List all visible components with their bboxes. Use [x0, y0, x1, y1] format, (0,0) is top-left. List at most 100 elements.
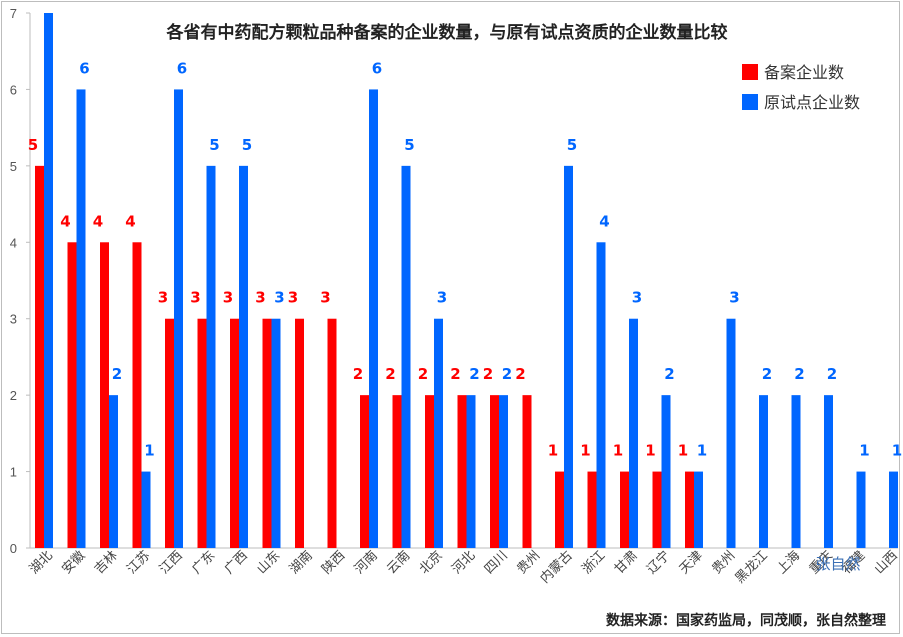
data-label-pilot: 2	[762, 365, 772, 383]
bar-registered	[555, 471, 564, 548]
y-tick-label: 3	[10, 312, 17, 327]
bar-pilot	[109, 395, 118, 548]
x-category-label: 江西	[157, 548, 186, 577]
x-category-label: 陕西	[319, 548, 348, 577]
bar-registered	[490, 395, 499, 548]
bar-pilot	[434, 318, 443, 548]
data-label-registered: 2	[450, 365, 460, 383]
data-label-registered: 1	[580, 442, 590, 460]
x-category-label: 广西	[222, 548, 251, 577]
bar-pilot	[889, 471, 898, 548]
bar-registered	[35, 165, 44, 548]
x-category-label: 上海	[774, 548, 803, 577]
data-label-pilot: 3	[437, 289, 447, 307]
data-label-pilot: 2	[664, 365, 674, 383]
bar-pilot	[596, 242, 606, 549]
bar-pilot	[174, 89, 183, 548]
bar-pilot	[791, 395, 801, 548]
data-label-pilot: 5	[209, 136, 219, 154]
value-labels: 5746424136353533332625232222215141312113…	[28, 0, 902, 460]
bar-pilot	[466, 395, 476, 548]
data-label-registered: 1	[678, 442, 688, 460]
y-tick-label: 7	[10, 6, 17, 21]
x-category-label: 河南	[351, 548, 381, 578]
x-category-label: 天津	[677, 548, 706, 577]
data-label-registered: 1	[613, 442, 623, 460]
bar-registered	[620, 471, 629, 548]
x-category-label: 四川	[482, 548, 511, 577]
y-axis-ticks: 0 1 2 3 4 5 6 7	[10, 6, 30, 556]
bar-pilot	[856, 471, 866, 548]
bar-pilot	[759, 395, 768, 548]
data-label-registered: 1	[645, 442, 655, 460]
bar-pilot	[239, 165, 248, 548]
x-category-label: 广东	[189, 548, 218, 577]
data-label-pilot: 3	[729, 289, 739, 307]
data-label-pilot: 1	[892, 442, 902, 460]
bar-registered	[360, 395, 369, 548]
bar-registered	[197, 318, 207, 548]
legend: 备案企业数 原试点企业数	[742, 63, 860, 112]
x-category-label: 安徽	[59, 548, 88, 577]
bar-pilot	[726, 318, 736, 548]
x-category-label: 内蒙古	[537, 548, 576, 587]
x-category-label: 黑龙江	[733, 548, 771, 586]
bar-registered	[295, 318, 304, 548]
x-category-label: 云南	[384, 548, 414, 578]
bars	[35, 13, 898, 549]
bar-registered	[67, 242, 77, 549]
data-label-pilot: 2	[827, 365, 837, 383]
chart-title: 各省有中药配方颗粒品种备案的企业数量，与原有试点资质的企业数量比较	[166, 22, 728, 43]
bar-pilot	[141, 471, 151, 548]
data-label-registered: 4	[60, 212, 70, 230]
bar-pilot	[661, 395, 671, 548]
data-label-registered: 2	[483, 365, 493, 383]
data-label-pilot: 7	[47, 0, 57, 1]
data-label-pilot: 1	[144, 442, 154, 460]
x-category-label: 北京	[417, 548, 446, 577]
data-label-registered: 3	[158, 289, 168, 307]
data-label-pilot: 6	[372, 59, 382, 77]
data-label-registered: 3	[223, 289, 233, 307]
data-label-registered: 2	[515, 365, 525, 383]
data-label-registered: 4	[125, 212, 135, 230]
bar-registered	[392, 395, 402, 548]
data-label-pilot: 5	[404, 136, 414, 154]
data-label-registered: 3	[190, 289, 200, 307]
y-tick-label: 6	[10, 82, 17, 97]
bar-registered	[165, 318, 174, 548]
data-label-registered: 4	[93, 212, 103, 230]
bar-pilot	[76, 89, 86, 548]
bar-pilot	[206, 165, 216, 548]
data-label-registered: 3	[288, 289, 298, 307]
bar-pilot	[824, 395, 833, 548]
data-label-registered: 3	[255, 289, 265, 307]
bar-registered	[587, 471, 597, 548]
bar-registered	[100, 242, 109, 549]
bar-pilot	[44, 13, 53, 548]
x-category-label: 山西	[872, 548, 901, 577]
data-label-registered: 2	[385, 365, 395, 383]
x-axis-labels: 湖北 安徽 吉林 江苏 江西 广东 广西 山东 湖南 陕西 河南 云南 北京 河北 四川 贵州内蒙古 浙江 甘肃辽…	[27, 548, 901, 587]
data-label-pilot: 5	[242, 136, 252, 154]
bar-registered	[457, 395, 467, 548]
bar-registered	[425, 395, 434, 548]
bar-pilot	[694, 471, 703, 548]
y-tick-label: 4	[10, 235, 17, 250]
data-label-pilot: 3	[274, 289, 284, 307]
data-label-registered: 1	[548, 442, 558, 460]
bar-pilot	[401, 165, 411, 548]
bar-registered	[522, 395, 532, 548]
bar-registered	[230, 318, 239, 548]
x-category-label: 湖北	[27, 548, 56, 577]
x-category-label: 江苏	[124, 548, 154, 578]
data-label-pilot: 2	[469, 365, 479, 383]
legend-swatch-pilot	[742, 94, 758, 110]
y-tick-label: 5	[10, 159, 17, 174]
bar-pilot	[369, 89, 378, 548]
x-category-label: 河北	[449, 548, 478, 577]
data-label-registered: 3	[320, 289, 330, 307]
bar-registered	[132, 242, 142, 549]
data-label-pilot: 5	[567, 136, 577, 154]
